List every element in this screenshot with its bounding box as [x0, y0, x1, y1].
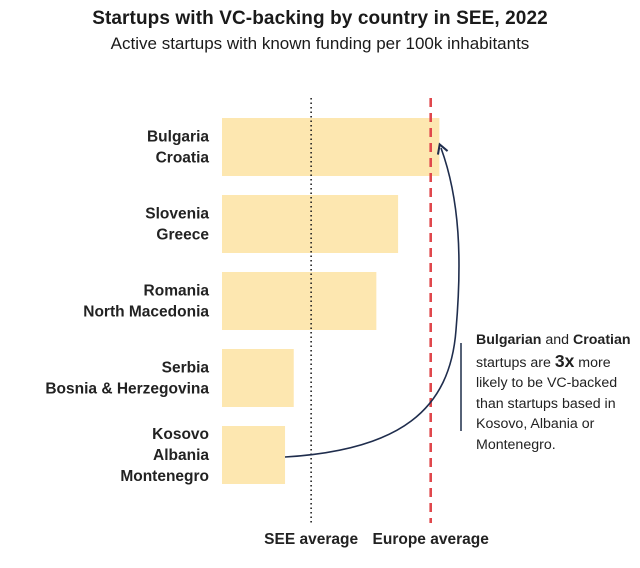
category-label: Romania	[144, 283, 210, 300]
annotation-arrow	[284, 142, 460, 458]
see-average-label: SEE average	[264, 531, 358, 548]
annotation-segment: 3x	[554, 350, 575, 371]
annotation-text: Bulgarian and Croatian startups are 3x m…	[476, 330, 636, 455]
category-label: Kosovo	[152, 426, 209, 443]
bar-4	[222, 426, 286, 484]
category-label: Bulgaria	[147, 129, 209, 146]
category-label: Montenegro	[120, 468, 209, 485]
bar-0	[222, 118, 440, 176]
annotation-segment: and	[541, 332, 573, 348]
chart-subtitle: Active startups with known funding per 1…	[110, 34, 530, 53]
category-label: Albania	[153, 447, 209, 464]
category-label: Slovenia	[145, 206, 209, 223]
annotation-segment: more likely to be VC-backed than startup…	[476, 354, 618, 453]
category-label: North Macedonia	[83, 304, 209, 321]
bar-1	[222, 195, 399, 253]
category-label: Bosnia & Herzegovina	[45, 381, 209, 398]
category-label: Greece	[156, 227, 209, 244]
category-label: Croatia	[156, 150, 210, 167]
europe-average-label: Europe average	[373, 531, 490, 548]
bar-3	[222, 349, 294, 407]
annotation-segment: Bulgarian	[476, 332, 542, 348]
bar-2	[222, 272, 377, 330]
annotation-segment: startups are	[476, 354, 555, 371]
category-label: Serbia	[162, 360, 210, 377]
annotation-segment: Croatian	[573, 332, 631, 348]
chart-title: Startups with VC-backing by country in S…	[92, 8, 548, 29]
